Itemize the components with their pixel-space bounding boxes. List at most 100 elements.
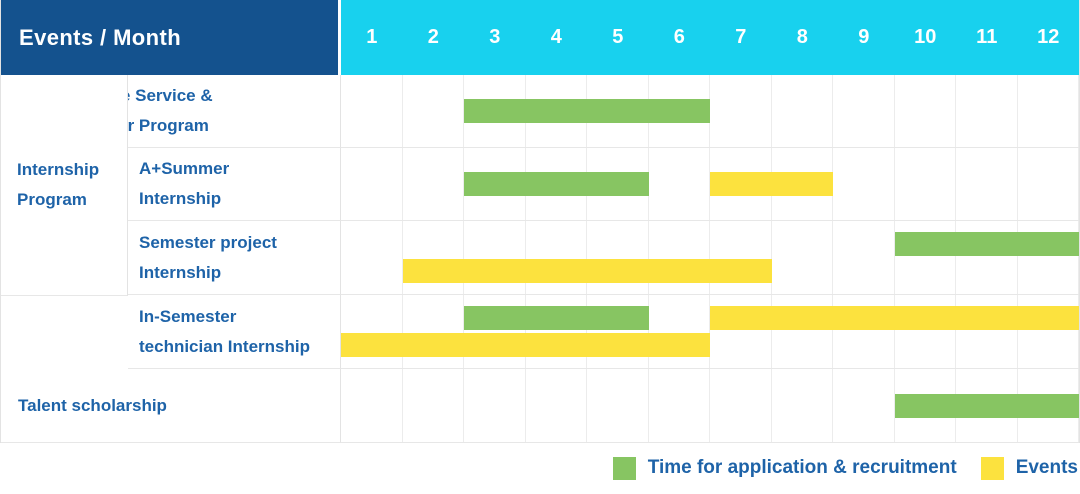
month-cell bbox=[1018, 148, 1079, 220]
month-cell bbox=[772, 75, 833, 147]
month-cell bbox=[956, 221, 1018, 294]
green-swatch-icon bbox=[612, 456, 636, 480]
group-label-cell: Internship Program bbox=[1, 75, 128, 296]
month-cell bbox=[341, 369, 403, 442]
legend-item-events: Events bbox=[980, 456, 1078, 480]
group-label-line: Program bbox=[17, 190, 87, 209]
gantt-bar-application bbox=[894, 393, 1079, 418]
row-timeline bbox=[341, 75, 1079, 148]
month-cell bbox=[956, 148, 1018, 220]
row-label-line: Talent scholarship bbox=[18, 395, 167, 415]
gantt-bar-application bbox=[894, 232, 1079, 256]
gantt-bar-application bbox=[464, 99, 710, 123]
month-header-cell: 4 bbox=[550, 26, 562, 48]
month-header-cell: 6 bbox=[673, 26, 685, 48]
row-label-line: Internship bbox=[139, 189, 222, 208]
row-label: Talent scholarship bbox=[1, 369, 341, 443]
month-header-cell: 2 bbox=[427, 26, 439, 48]
month-cell bbox=[649, 148, 710, 220]
month-cell bbox=[341, 148, 403, 220]
month-cell bbox=[403, 369, 464, 442]
row-label: A+Summer Internship bbox=[128, 148, 341, 221]
month-cell bbox=[710, 295, 772, 368]
month-cell bbox=[341, 75, 403, 147]
month-cell bbox=[710, 75, 772, 147]
row-timeline bbox=[341, 221, 1079, 295]
month-cell bbox=[464, 295, 526, 368]
month-header-cell: 9 bbox=[858, 26, 870, 48]
month-cell bbox=[1018, 75, 1079, 147]
month-cell bbox=[833, 295, 895, 368]
gantt-row: Semester project Internship bbox=[1, 221, 1079, 295]
month-cell bbox=[464, 221, 526, 294]
group-column-spacer bbox=[1, 295, 128, 369]
gantt-row: RD Substitute Service &Advance Offer Pro… bbox=[1, 75, 1079, 148]
gantt-bar-events bbox=[710, 306, 1079, 330]
month-cell bbox=[464, 369, 526, 442]
month-header-cell: 12 bbox=[1037, 26, 1060, 48]
month-cell bbox=[526, 295, 587, 368]
legend: Time for application & recruitment Event… bbox=[612, 455, 1078, 481]
month-cell bbox=[710, 221, 772, 294]
month-cell bbox=[833, 369, 895, 442]
month-cell bbox=[895, 295, 956, 368]
month-header-cell: 7 bbox=[735, 26, 747, 48]
gantt-row: A+Summer Internship bbox=[1, 148, 1079, 221]
gantt-bar-application bbox=[464, 306, 649, 330]
months-header: 1 2 3 4 5 6 7 8 9 10 11 12 bbox=[341, 0, 1079, 75]
month-cell bbox=[772, 369, 833, 442]
month-cell bbox=[526, 221, 587, 294]
month-cell bbox=[403, 75, 464, 147]
month-cell bbox=[833, 75, 895, 147]
row-timeline bbox=[341, 295, 1079, 369]
yellow-swatch-icon bbox=[980, 456, 1004, 480]
month-cell bbox=[649, 221, 710, 294]
month-cell bbox=[1018, 295, 1079, 368]
month-cell bbox=[403, 148, 464, 220]
gantt-bar-events bbox=[341, 333, 710, 357]
month-header-cell: 1 bbox=[366, 26, 378, 48]
row-label-line: Internship bbox=[139, 262, 222, 282]
row-timeline bbox=[341, 148, 1079, 221]
gantt-bar-application bbox=[464, 172, 649, 196]
month-cell bbox=[526, 369, 587, 442]
row-label-line: A+Summer bbox=[139, 159, 230, 178]
month-cell bbox=[956, 295, 1018, 368]
month-cell bbox=[895, 148, 956, 220]
group-label-line: Internship bbox=[17, 160, 100, 179]
month-cell bbox=[649, 295, 710, 368]
month-cell bbox=[341, 295, 403, 368]
month-cell bbox=[1018, 221, 1079, 294]
legend-item-application: Time for application & recruitment bbox=[612, 456, 957, 480]
month-cell bbox=[587, 221, 649, 294]
row-label-line: technician Internship bbox=[139, 336, 310, 356]
gantt-table: Events / Month 1 2 3 4 5 6 7 8 9 10 11 12 Internshi… bbox=[0, 0, 1080, 443]
month-cell bbox=[956, 75, 1018, 147]
month-cell bbox=[587, 295, 649, 368]
month-header-cell: 11 bbox=[976, 26, 998, 48]
row-label-line: In-Semester bbox=[139, 306, 237, 326]
month-header-cell: 10 bbox=[914, 26, 937, 48]
row-label-line: Semester project bbox=[139, 232, 277, 252]
events-month-header: Events / Month bbox=[1, 0, 341, 75]
month-cell bbox=[649, 369, 710, 442]
gantt-bar-events bbox=[402, 259, 772, 283]
month-cell bbox=[895, 221, 956, 294]
month-header-cell: 8 bbox=[796, 26, 808, 48]
group-label: Internship Program bbox=[17, 155, 127, 215]
row-label: In-Semester technician Internship bbox=[128, 295, 341, 369]
row-timeline bbox=[341, 369, 1079, 443]
month-cell bbox=[895, 75, 956, 147]
month-cell bbox=[587, 369, 649, 442]
month-header-cell: 5 bbox=[612, 26, 624, 48]
row-label: Semester project Internship bbox=[128, 221, 341, 295]
month-cell bbox=[772, 221, 833, 294]
month-cell bbox=[710, 369, 772, 442]
legend-label-events: Events bbox=[1015, 457, 1078, 478]
gantt-body: Internship Program RD Substitute Service … bbox=[1, 75, 1079, 443]
month-cell bbox=[341, 221, 403, 294]
month-cell bbox=[403, 221, 464, 294]
legend-label-application: Time for application & recruitment bbox=[647, 457, 957, 478]
table-header-row: Events / Month 1 2 3 4 5 6 7 8 9 10 11 12 bbox=[1, 0, 1079, 75]
gantt-row: Talent scholarship bbox=[1, 369, 1079, 443]
